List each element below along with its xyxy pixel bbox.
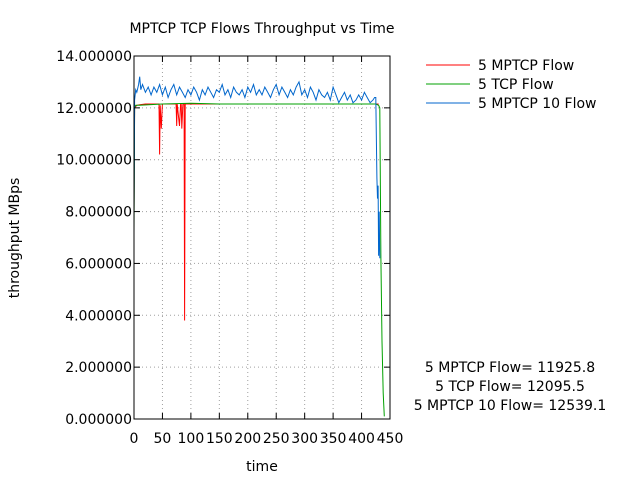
x-tick-label: 350: [320, 431, 347, 447]
x-tick-label: 400: [348, 431, 375, 447]
x-tick-label: 50: [154, 431, 172, 447]
x-axis-label: time: [246, 459, 278, 475]
y-tick-label: 0.000000: [65, 412, 132, 428]
x-tick-label: 450: [377, 431, 404, 447]
y-tick-label: 6.000000: [65, 256, 132, 272]
annotations: 5 MPTCP Flow= 11925.8 5 TCP Flow= 12095.5…: [414, 360, 607, 414]
x-tick-label: 200: [234, 431, 261, 447]
x-tick-label: 0: [130, 431, 139, 447]
chart-title: MPTCP TCP Flows Throughput vs Time: [129, 21, 394, 37]
plot-series: [133, 76, 385, 417]
legend: 5 MPTCP Flow 5 TCP Flow 5 MPTCP 10 Flow: [426, 58, 597, 112]
series-line-3: [133, 76, 381, 259]
legend-label-2: 5 TCP Flow: [478, 77, 554, 93]
y-tick-label: 12.000000: [56, 101, 132, 117]
x-tick-label: 100: [178, 431, 205, 447]
axis-ticks: 0.000000 2.000000 4.000000 6.000000 8.000000…: [56, 49, 403, 447]
legend-label-1: 5 MPTCP Flow: [478, 58, 574, 74]
series-line-2: [133, 102, 385, 417]
y-tick-label: 8.000000: [65, 205, 132, 221]
annotation-2: 5 TCP Flow= 12095.5: [435, 379, 585, 395]
legend-label-3: 5 MPTCP 10 Flow: [478, 96, 597, 112]
y-tick-label: 14.000000: [56, 49, 132, 65]
y-tick-label: 4.000000: [65, 308, 132, 324]
annotation-1: 5 MPTCP Flow= 11925.8: [425, 360, 595, 376]
plot-frame: [133, 55, 391, 420]
x-tick-label: 150: [206, 431, 233, 447]
series-line-1: [133, 103, 379, 321]
y-axis-label: throughput MBps: [7, 178, 23, 299]
x-tick-label: 300: [291, 431, 318, 447]
y-tick-label: 2.000000: [65, 360, 132, 376]
y-tick-label: 10.000000: [56, 153, 132, 169]
annotation-3: 5 MPTCP 10 Flow= 12539.1: [414, 398, 607, 414]
grid: [134, 56, 390, 419]
x-tick-label: 250: [263, 431, 290, 447]
